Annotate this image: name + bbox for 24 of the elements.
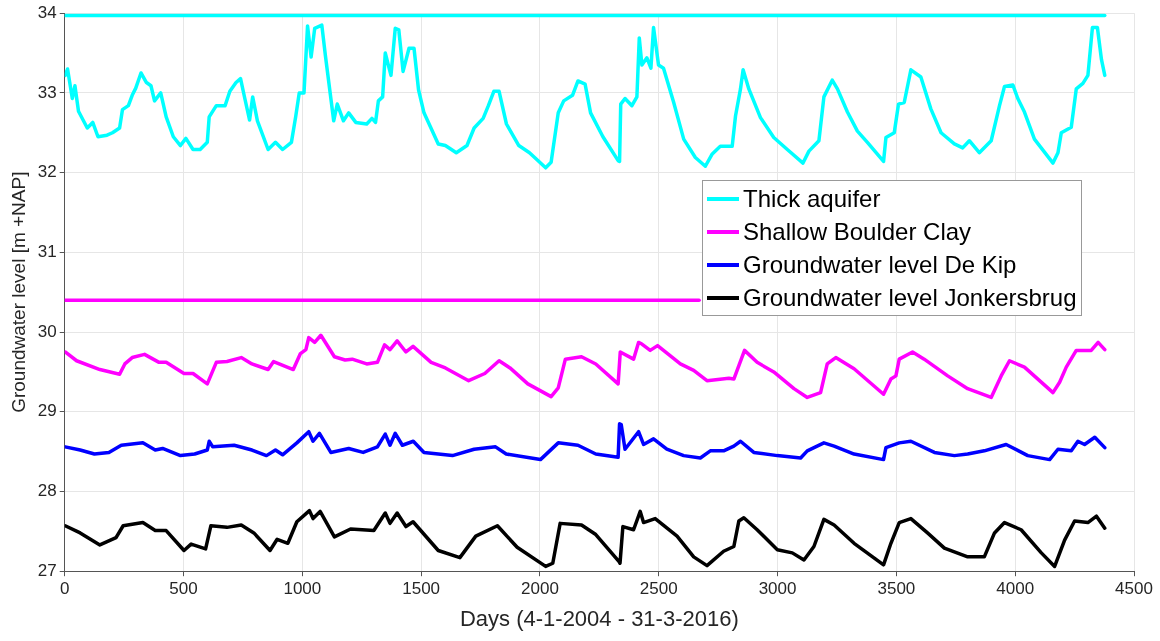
y-tick-label: 30 — [37, 321, 57, 341]
x-tick-label: 3500 — [877, 579, 916, 599]
legend-label: Thick aquifer — [743, 184, 881, 214]
legend-label: Shallow Boulder Clay — [743, 217, 972, 247]
x-axis-title: Days (4-1-2004 - 31-3-2016) — [459, 605, 739, 631]
x-tick-label: 1000 — [283, 579, 322, 599]
y-axis-title: Groundwater level [m +NAP] — [7, 171, 29, 413]
x-tick-label: 4000 — [996, 579, 1035, 599]
y-tick-label: 33 — [37, 82, 57, 102]
y-tick-label: 31 — [37, 242, 57, 262]
legend-label: Groundwater level De Kip — [743, 250, 1017, 280]
x-tick-label: 4500 — [1115, 579, 1153, 599]
x-tick-label: 3000 — [758, 579, 797, 599]
x-tick-label: 2000 — [521, 579, 559, 599]
x-tick-label: 500 — [169, 579, 198, 599]
y-tick-label: 28 — [37, 481, 57, 501]
x-tick-label: 2500 — [639, 579, 678, 599]
legend-label: Groundwater level Jonkersbrug — [743, 283, 1077, 313]
x-tick-label: 1500 — [402, 579, 441, 599]
x-tick-label: 0 — [59, 579, 70, 599]
y-tick-label: 32 — [37, 162, 57, 182]
y-tick-label: 34 — [37, 2, 57, 22]
y-tick-label: 29 — [37, 401, 57, 421]
y-tick-label: 27 — [37, 560, 57, 580]
